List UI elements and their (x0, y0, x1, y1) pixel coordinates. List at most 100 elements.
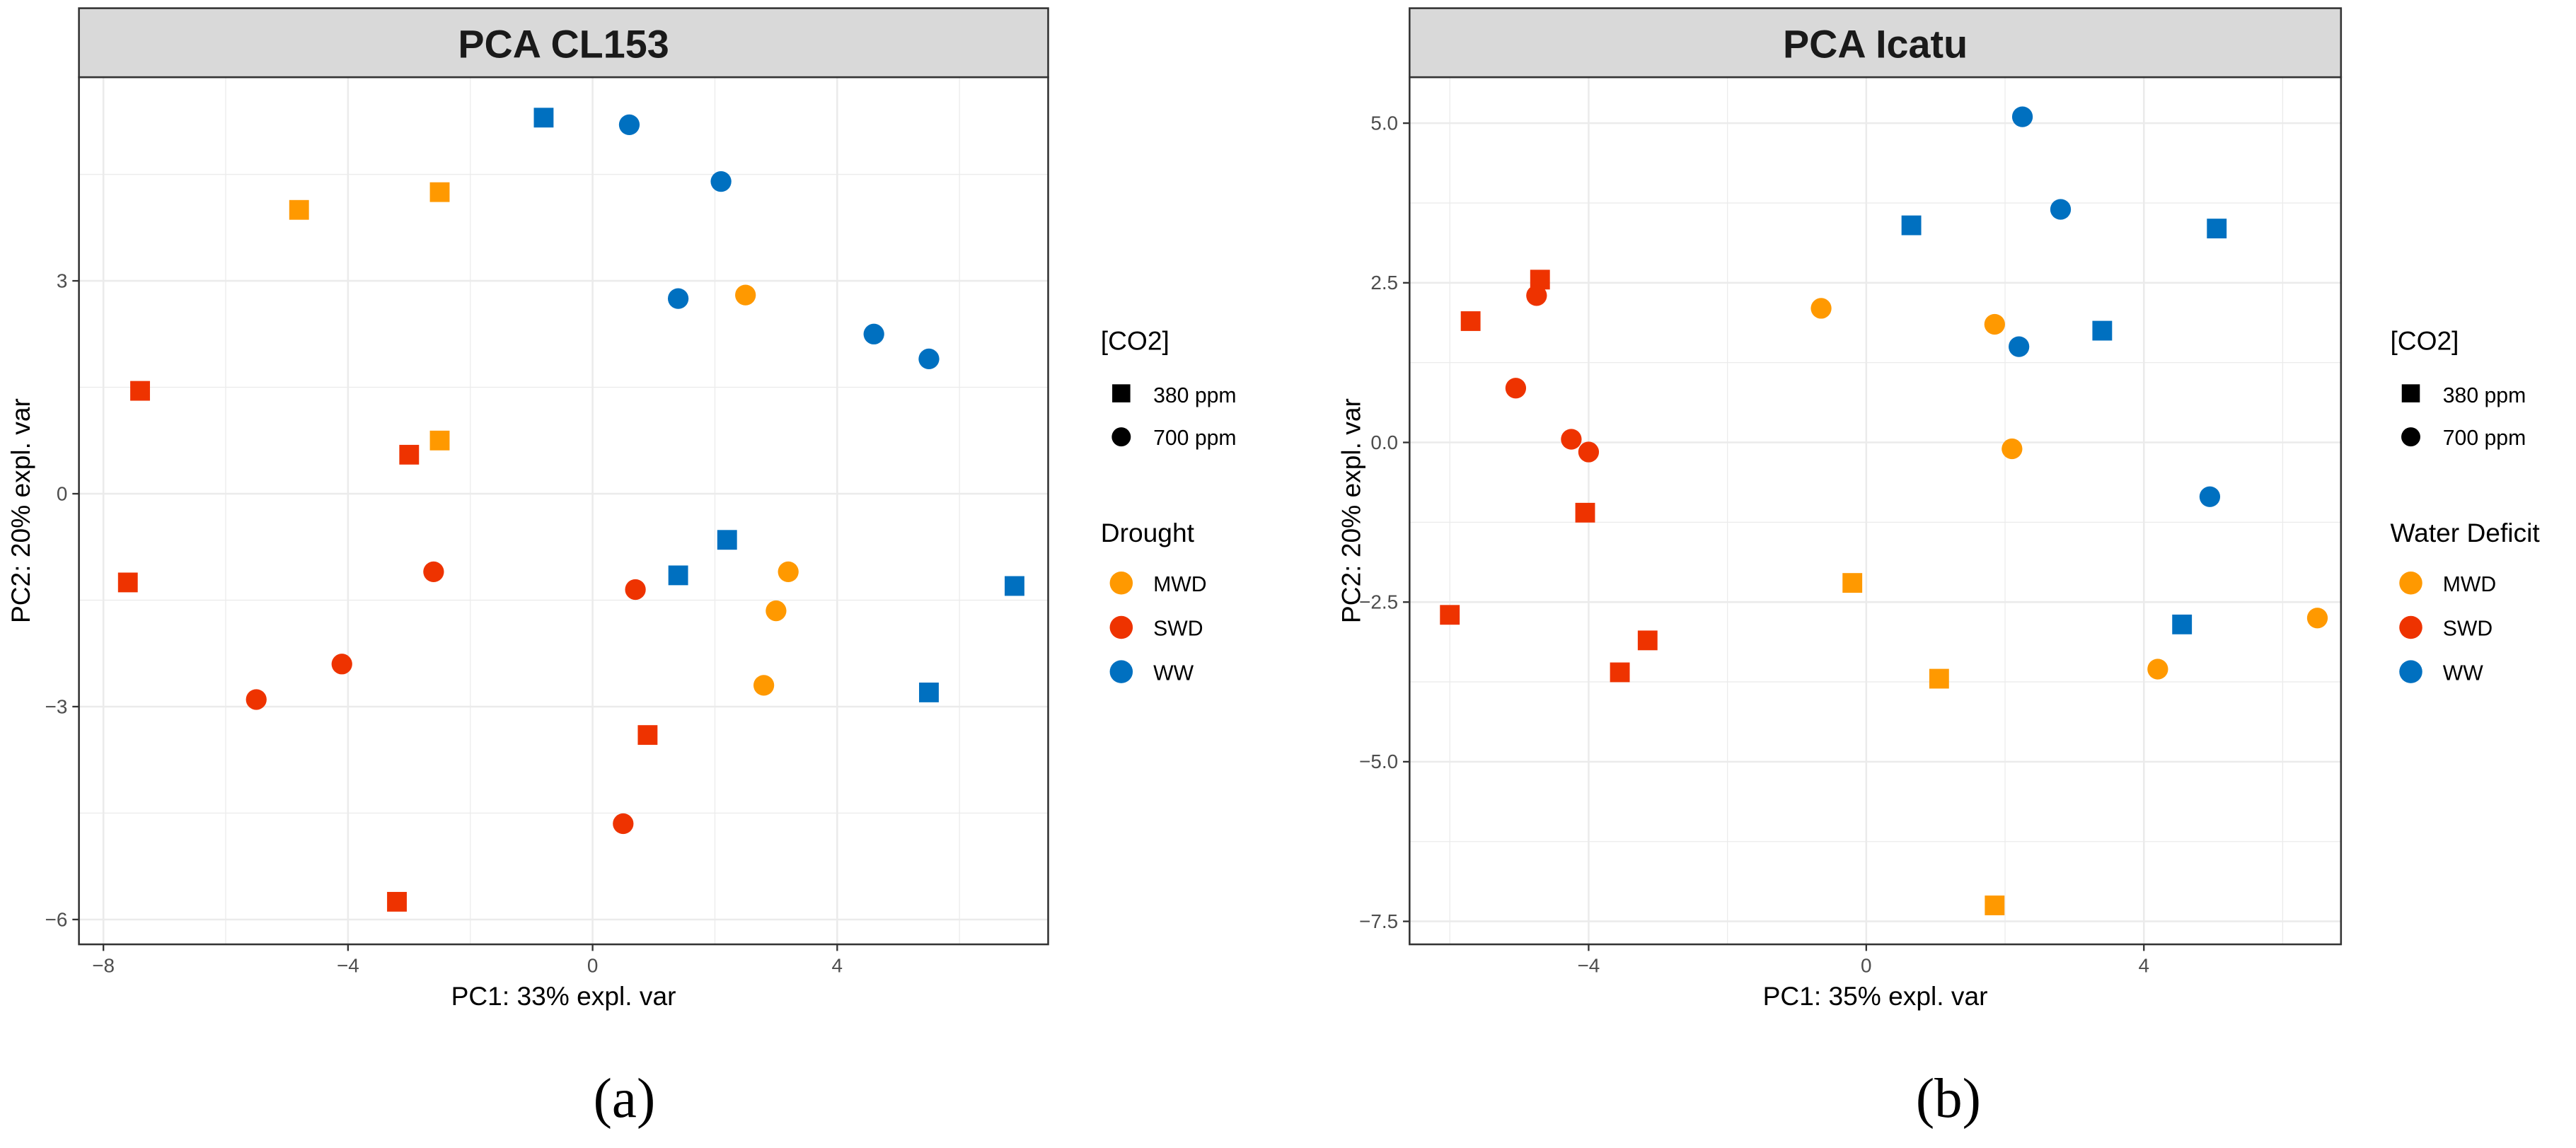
legend-label: 380 ppm (1153, 384, 1236, 407)
legend-label: SWD (1153, 618, 1203, 641)
data-point-square (399, 444, 420, 465)
data-point-square (2092, 320, 2113, 341)
panel-label: (a) (594, 1068, 656, 1130)
data-point-square (533, 108, 554, 128)
legend-square-icon (2401, 384, 2420, 402)
data-point-circle (1561, 429, 1582, 450)
y-tick-label: −2.5 (1359, 591, 1398, 613)
panel-label: (b) (1916, 1068, 1981, 1130)
legend-label: SWD (2443, 618, 2493, 641)
data-point-square (117, 572, 138, 593)
facet-strip (1409, 7, 2343, 79)
plot-background (79, 77, 1049, 945)
data-point-circle (1578, 441, 1600, 463)
x-tick-label: 0 (587, 955, 599, 977)
legend-color-icon (1109, 572, 1133, 595)
data-point-square (637, 725, 658, 746)
data-point-square (429, 182, 450, 202)
data-point-square (1005, 576, 1024, 596)
legend-title-co2: [CO2] (1101, 326, 1169, 356)
chart-panel-b: PCA Icatu −4 0 4 5.0 2.5 0.0 −2.5 −5.0 −7.5 PC1: 3… (1336, 7, 2540, 1130)
y-tick-label: 0.0 (1370, 431, 1398, 453)
legend-label: MWD (1153, 573, 1206, 596)
plot-background (1409, 77, 2341, 945)
y-tick-label: −3 (45, 695, 68, 717)
data-point-square (289, 199, 309, 220)
x-tick-label: −8 (92, 955, 115, 977)
data-point-circle (1984, 313, 2005, 335)
data-point-circle (618, 114, 640, 135)
chart-panel-a: PCA CL153 −8 −4 0 4 3 0 −3 −6 PC1: 33% expl. var P… (6, 7, 1237, 1130)
data-point-square (717, 530, 737, 550)
data-point-circle (753, 675, 775, 696)
chart-title: PCA CL153 (458, 22, 669, 66)
legend-label: 380 ppm (2443, 384, 2526, 407)
data-point-circle (667, 288, 689, 309)
data-point-circle (246, 689, 267, 710)
data-point-circle (710, 170, 732, 192)
y-tick-label: 3 (57, 269, 68, 291)
x-tick-label: 0 (1861, 955, 1872, 977)
data-point-circle (2009, 336, 2030, 357)
x-axis-title: PC1: 33% expl. var (451, 981, 676, 1011)
data-point-circle (766, 600, 787, 622)
x-axis-title: PC1: 35% expl. var (1763, 981, 1988, 1011)
y-tick-label: 2.5 (1370, 272, 1398, 294)
facet-strip (78, 7, 1049, 79)
data-point-square (1901, 215, 1922, 236)
legend-color-icon (2399, 660, 2422, 683)
data-point-circle (2306, 608, 2328, 629)
y-tick-label: −6 (45, 908, 68, 930)
x-tick-label: 4 (2138, 955, 2149, 977)
legend-square-icon (1112, 384, 1131, 402)
data-point-square (1460, 311, 1481, 331)
y-tick-label: 5.0 (1370, 112, 1398, 134)
x-tick-label: −4 (337, 955, 359, 977)
legend-color-icon (1109, 660, 1133, 683)
legend-circle-icon (2401, 427, 2420, 447)
legend-color-icon (1109, 615, 1133, 639)
data-point-square (1929, 668, 1949, 689)
data-point-circle (2002, 438, 2023, 460)
legend-color-icon (2399, 615, 2422, 639)
legend-label: 700 ppm (1153, 427, 1236, 450)
legend-circle-icon (1111, 427, 1131, 447)
data-point-square (387, 891, 407, 912)
legend-label: 700 ppm (2443, 427, 2526, 450)
data-point-square (1637, 630, 1658, 651)
data-point-square (919, 683, 939, 702)
data-point-circle (1505, 378, 1527, 399)
data-point-square (1610, 662, 1630, 683)
data-point-circle (423, 561, 444, 583)
legend-label: MWD (2443, 573, 2496, 596)
data-point-circle (613, 813, 634, 835)
y-axis-title: PC2: 20% expl. var (6, 398, 35, 623)
data-point-circle (2199, 486, 2221, 507)
data-point-circle (331, 654, 352, 675)
data-point-square (2207, 219, 2227, 239)
y-tick-label: 0 (57, 482, 68, 504)
data-point-circle (625, 579, 646, 601)
data-point-circle (2011, 106, 2033, 127)
data-point-square (429, 430, 450, 451)
y-tick-label: −7.5 (1359, 910, 1398, 932)
data-point-circle (778, 561, 799, 583)
data-point-circle (2050, 199, 2072, 220)
data-point-circle (863, 323, 884, 344)
legend-label: WW (2443, 661, 2483, 685)
chart-title: PCA Icatu (1783, 22, 1968, 66)
y-tick-label: −5.0 (1359, 750, 1398, 772)
y-axis-title: PC2: 20% expl. var (1336, 398, 1366, 623)
x-tick-label: 4 (832, 955, 843, 977)
legend-title-treatment: Water Deficit (2390, 518, 2540, 547)
x-tick-label: −4 (1578, 955, 1600, 977)
data-point-square (130, 381, 150, 401)
data-point-square (1440, 605, 1460, 625)
data-point-circle (2147, 659, 2168, 680)
data-point-square (1842, 573, 1863, 593)
legend-label: WW (1153, 661, 1194, 685)
legend-title-treatment: Drought (1101, 518, 1195, 547)
data-point-circle (1526, 285, 1547, 306)
data-point-square (1575, 502, 1595, 523)
